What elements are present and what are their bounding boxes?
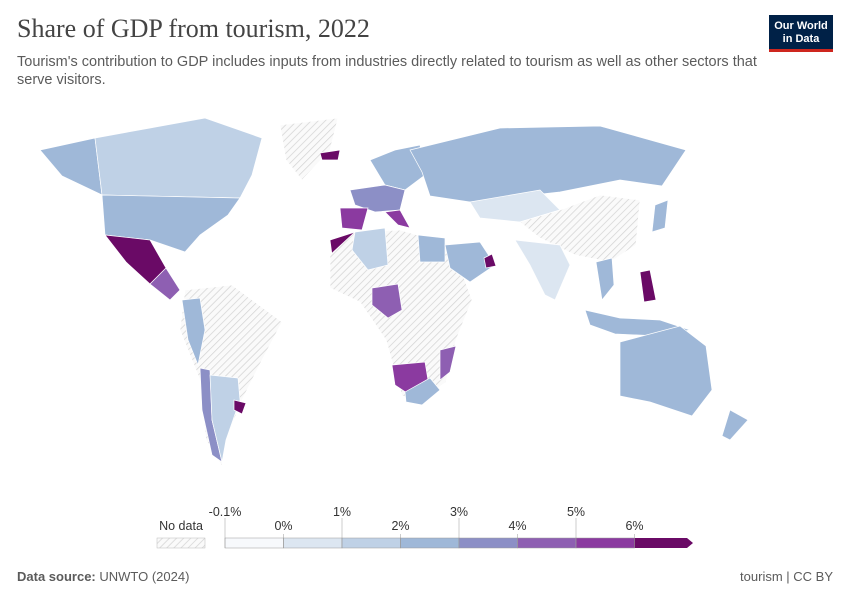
license[interactable]: tourism | CC BY [740,569,833,584]
source-text: UNWTO (2024) [99,569,190,584]
legend-no-data-label: No data [159,519,203,533]
legend-bin [634,538,693,548]
country [619,325,713,417]
legend-tick-label: 2% [391,519,409,533]
legend-no-data-swatch [156,537,206,549]
legend-tick-label: 4% [508,519,526,533]
title: Share of GDP from tourism, 2022 [17,14,370,43]
subtitle: Tourism's contribution to GDP includes i… [17,54,757,88]
country [319,149,341,161]
country [721,409,749,441]
legend-bin [458,537,518,549]
country [595,257,615,301]
country [233,399,247,415]
country [514,239,571,301]
country [384,209,411,229]
country [439,345,457,381]
country [149,267,181,301]
legend-tick-label: 6% [625,519,643,533]
country [39,137,103,196]
logo-line: in Data [782,33,820,45]
legend-tick-label: 1% [333,505,351,519]
country [209,374,241,463]
country [404,377,441,406]
logo[interactable]: Our World in Data [769,15,833,52]
legend-tick-label: 3% [450,505,468,519]
country [329,229,473,401]
legend-tick-label: 0% [274,519,292,533]
legend-tick-label: -0.1% [209,505,242,519]
source: Data source: UNWTO (2024) [17,569,189,584]
legend-tick-label: 5% [567,505,585,519]
country [94,117,263,199]
legend-bin [575,537,635,549]
country [639,269,657,303]
country [519,194,641,263]
country [483,253,497,269]
logo-line: Our World [774,20,828,32]
country [651,199,669,233]
country [371,283,403,319]
country [417,234,446,263]
source-label: Data source: [17,569,96,584]
legend-bin [224,537,284,549]
legend-bin [283,537,343,549]
countries [39,117,749,467]
country [279,117,339,181]
country [409,125,687,203]
country [181,297,206,367]
country [444,241,496,283]
country [339,207,369,231]
legend-bin [341,537,401,549]
country [351,227,389,271]
legend-bin [400,537,460,549]
legend-bin [517,537,577,549]
